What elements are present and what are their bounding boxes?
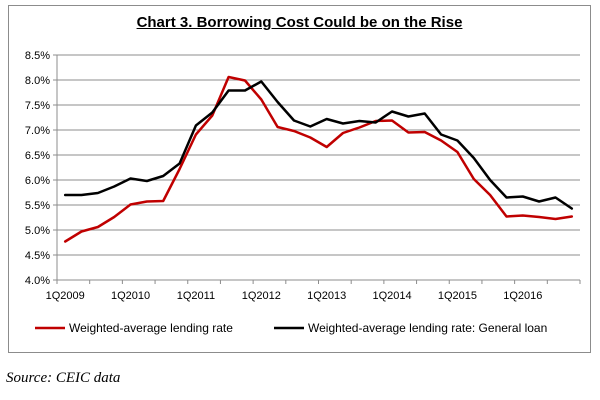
- x-tick-label: 1Q2013: [307, 290, 346, 302]
- x-tick-label: 1Q2009: [46, 290, 85, 302]
- legend: Weighted-average lending rate Weighted-av…: [35, 321, 547, 335]
- y-tick-label: 4.0%: [25, 275, 50, 287]
- general-loan-rate-line: [63, 80, 574, 210]
- series-lines: [63, 75, 574, 243]
- y-tick-label: 8.0%: [25, 75, 50, 87]
- y-tick-label: 4.5%: [25, 250, 50, 262]
- y-tick-label: 7.5%: [25, 100, 50, 112]
- y-tick-label: 6.5%: [25, 150, 50, 162]
- gridlines: [57, 54, 580, 256]
- y-tick-label: 8.5%: [25, 50, 50, 62]
- y-tick-label: 6.0%: [25, 175, 50, 187]
- x-tick-label: 1Q2014: [372, 290, 411, 302]
- chart-frame: Chart 3. Borrowing Cost Could be on the …: [8, 5, 591, 353]
- source-note: Source: CEIC data: [6, 370, 121, 386]
- axes: [53, 54, 581, 284]
- y-tick-label: 7.0%: [25, 125, 50, 137]
- x-tick-label: 1Q2015: [438, 290, 477, 302]
- x-tick-label: 1Q2010: [111, 290, 150, 302]
- x-tick-label: 1Q2011: [177, 290, 215, 302]
- y-tick-label: 5.0%: [25, 225, 50, 237]
- y-tick-labels: 4.0% 4.5% 5.0% 5.5% 6.0% 6.5% 7.0% 7.5% 8.0% 8.5%: [25, 50, 50, 287]
- chart-title: Chart 3. Borrowing Cost Could be on the …: [136, 14, 463, 31]
- x-tick-labels: 1Q2009 1Q2010 1Q2011 1Q2012 1Q2013 1Q2014 1Q20…: [46, 290, 543, 302]
- x-tick-label: 1Q2016: [503, 290, 542, 302]
- x-tick-label: 1Q2012: [242, 290, 281, 302]
- legend-label-general-loan: Weighted-average lending rate: General l…: [308, 321, 547, 335]
- y-tick-label: 5.5%: [25, 200, 50, 212]
- lending-rate-line: [63, 75, 574, 243]
- line-chart: 4.0% 4.5% 5.0% 5.5% 6.0% 6.5% 7.0% 7.5% 8.0% 8.5%…: [25, 50, 581, 335]
- legend-label-lending-rate: Weighted-average lending rate: [69, 321, 233, 335]
